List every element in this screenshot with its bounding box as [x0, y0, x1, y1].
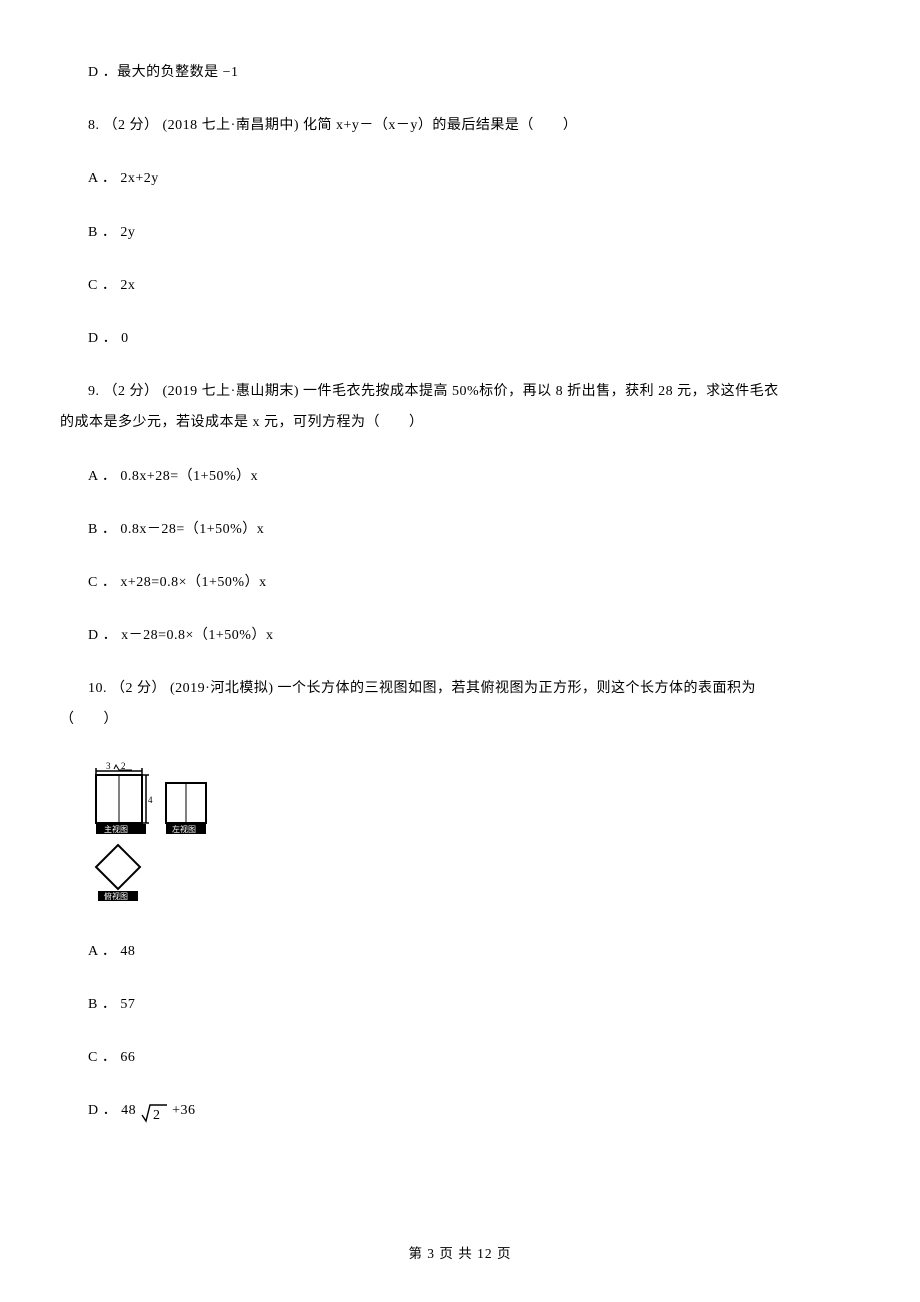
q10-stem-line2: （ ） [60, 707, 860, 732]
top-view-label: 俯视图 [104, 891, 128, 901]
q9-stem-line2: 的成本是多少元，若设成本是 x 元，可列方程为（ ） [60, 410, 860, 435]
svg-text:3: 3 [106, 761, 111, 771]
front-view-label: 主视图 [104, 824, 128, 834]
q8-stem-text: 8. （2 分） (2018 七上·南昌期中) 化简 x+y－（x－y）的最后结… [88, 118, 577, 133]
q10-stem-text2: （ ） [60, 712, 118, 727]
q7-option-d: D ．最大的负整数是 −1 [60, 60, 860, 85]
q10-stem-line1: 10. （2 分） (2019·河北模拟) 一个长方体的三视图如图，若其俯视图为… [60, 676, 860, 701]
q10-option-a-text: A ． 48 [88, 944, 135, 959]
q8-option-c: C ． 2x [60, 273, 860, 298]
q9-stem-line1: 9. （2 分） (2019 七上·惠山期末) 一件毛衣先按成本提高 50%标价… [60, 379, 860, 404]
q8-option-a-text: A ． 2x+2y [88, 171, 159, 186]
page-footer: 第 3 页 共 12 页 [0, 1242, 920, 1262]
height-dim-text: 4 [148, 795, 153, 805]
top-dimension-label: 3 2 [96, 761, 142, 774]
q9-option-b-text: B ． 0.8x－28=（1+50%）x [88, 522, 264, 537]
q9-option-d-text: D ． x－28=0.8×（1+50%）x [88, 628, 273, 643]
q10-option-d-post: +36 [168, 1103, 195, 1118]
q9-option-c-text: C ． x+28=0.8×（1+50%）x [88, 575, 267, 590]
q10-option-c-text: C ． 66 [88, 1050, 135, 1065]
q10-option-a: A ． 48 [60, 939, 860, 964]
page-footer-text: 第 3 页 共 12 页 [408, 1246, 511, 1261]
q9-option-c: C ． x+28=0.8×（1+50%）x [60, 570, 860, 595]
front-view: 4 主视图 [96, 775, 153, 834]
sqrt2-radicand: 2 [153, 1108, 161, 1123]
q8-option-b-text: B ． 2y [88, 225, 135, 240]
q10-stem-text1: 10. （2 分） (2019·河北模拟) 一个长方体的三视图如图，若其俯视图为… [88, 681, 756, 696]
q10-option-d: D ． 48 2 +36 [60, 1098, 860, 1123]
q8-stem: 8. （2 分） (2018 七上·南昌期中) 化简 x+y－（x－y）的最后结… [60, 113, 860, 138]
sqrt2-icon: 2 [140, 1103, 168, 1123]
q9-option-b: B ． 0.8x－28=（1+50%）x [60, 517, 860, 542]
q8-option-b: B ． 2y [60, 220, 860, 245]
q9-option-d: D ． x－28=0.8×（1+50%）x [60, 623, 860, 648]
q9-stem-text1: 9. （2 分） (2019 七上·惠山期末) 一件毛衣先按成本提高 50%标价… [88, 384, 779, 399]
svg-text:2: 2 [121, 761, 126, 771]
side-view-label: 左视图 [172, 824, 196, 834]
q9-stem-text2: 的成本是多少元，若设成本是 x 元，可列方程为（ ） [60, 415, 424, 430]
q8-option-a: A ． 2x+2y [60, 166, 860, 191]
q10-option-c: C ． 66 [60, 1045, 860, 1070]
q10-figure: 3 2 4 主视图 左视图 [88, 761, 860, 911]
q8-option-d-text: D ． 0 [88, 331, 129, 346]
q10-option-b-text: B ． 57 [88, 997, 135, 1012]
three-views-diagram: 3 2 4 主视图 左视图 [88, 761, 248, 911]
q10-option-b: B ． 57 [60, 992, 860, 1017]
page-container: D ．最大的负整数是 −1 8. （2 分） (2018 七上·南昌期中) 化简… [0, 0, 920, 1302]
top-view: 俯视图 [96, 845, 140, 901]
q7-option-d-text: D ．最大的负整数是 −1 [88, 65, 239, 80]
q9-option-a-text: A ． 0.8x+28=（1+50%）x [88, 469, 258, 484]
q8-option-c-text: C ． 2x [88, 278, 135, 293]
q10-option-d-pre: D ． 48 [88, 1103, 140, 1118]
q8-option-d: D ． 0 [60, 326, 860, 351]
q9-option-a: A ． 0.8x+28=（1+50%）x [60, 464, 860, 489]
side-view: 左视图 [166, 783, 206, 834]
